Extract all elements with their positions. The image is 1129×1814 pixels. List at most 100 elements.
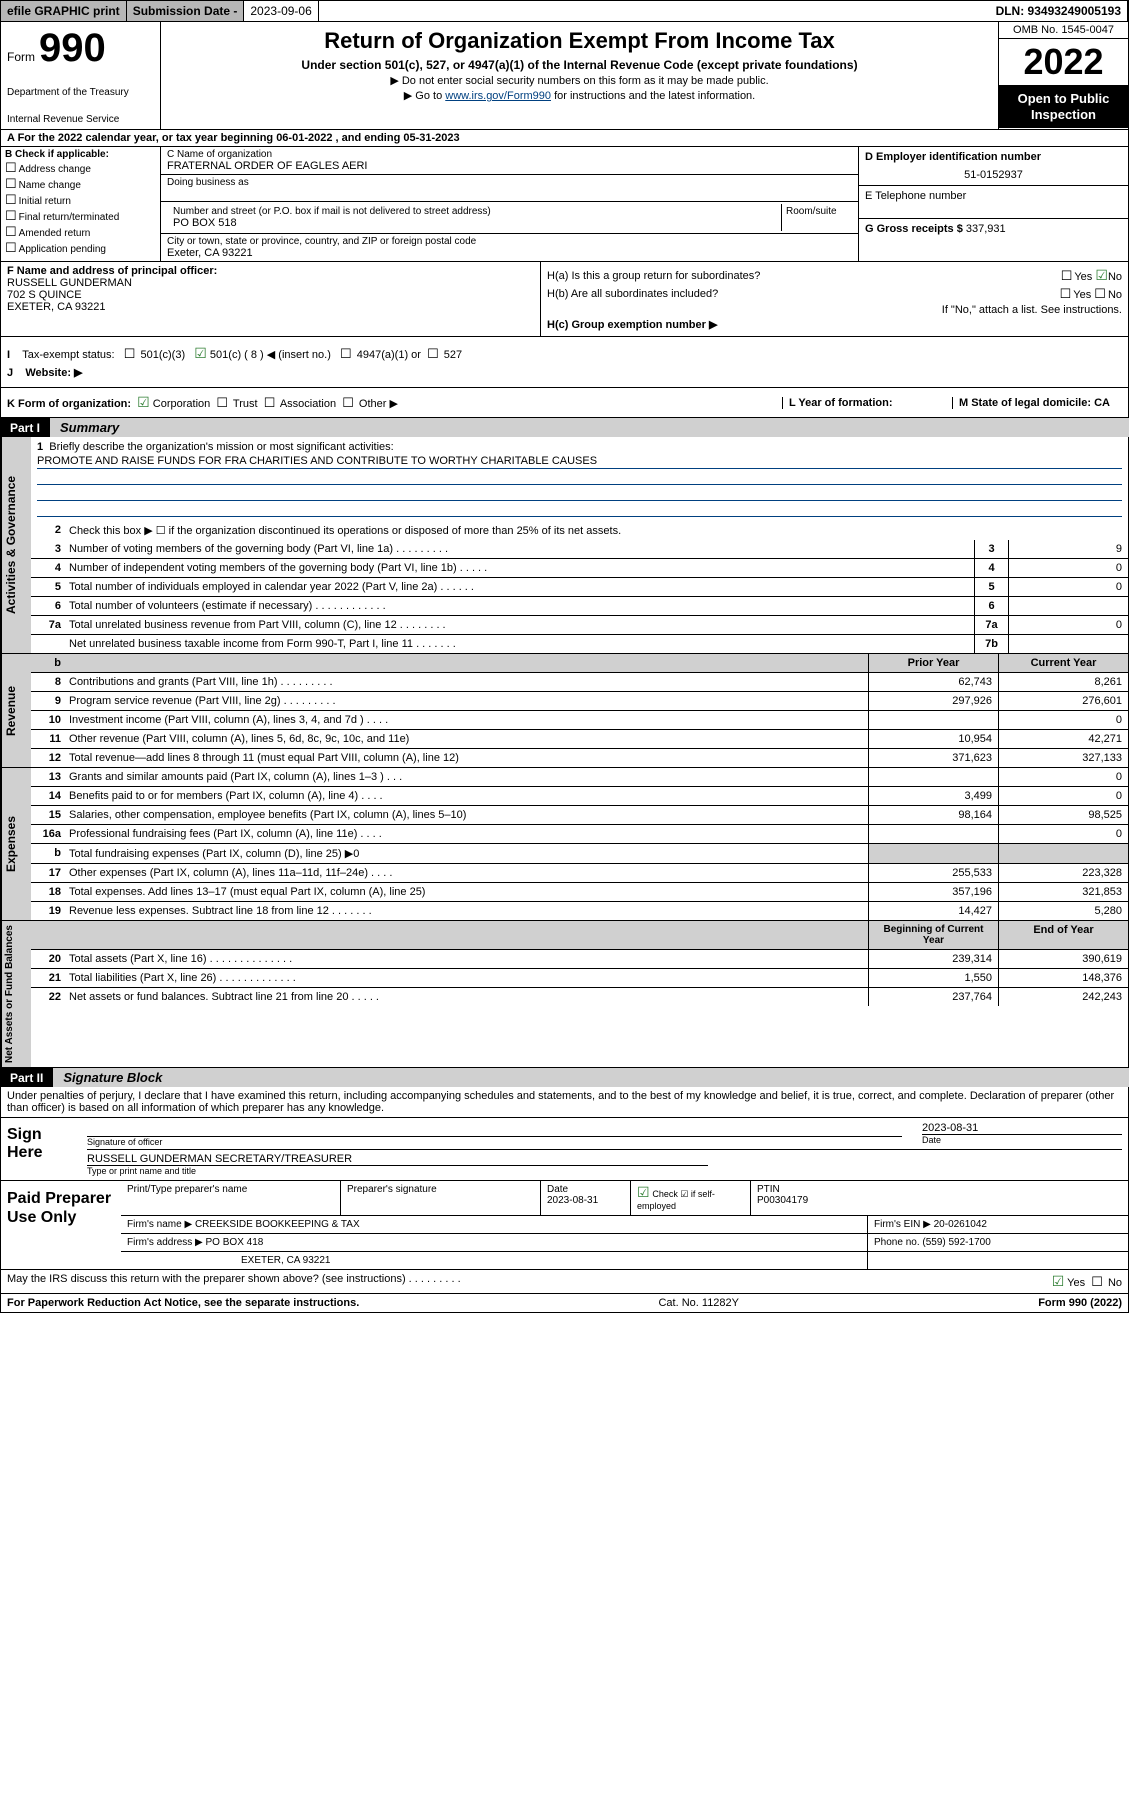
- dln: DLN: 93493249005193: [990, 1, 1128, 21]
- form-word: Form: [7, 50, 35, 64]
- row-num: 14: [31, 787, 65, 805]
- firm-addr: Firm's address ▶ PO BOX 418: [121, 1234, 868, 1251]
- row-num: 19: [31, 902, 65, 920]
- gov-num: 3: [31, 540, 65, 558]
- h-c: H(c) Group exemption number ▶: [547, 318, 1122, 331]
- chk-amended[interactable]: ☐Amended return: [5, 224, 156, 240]
- col-c: C Name of organization FRATERNAL ORDER O…: [161, 147, 858, 261]
- 527[interactable]: 527: [444, 349, 462, 361]
- row-curr: 0: [998, 825, 1128, 843]
- ha-yes[interactable]: Yes: [1074, 271, 1092, 283]
- ssn-warning: ▶ Do not enter social security numbers o…: [167, 74, 992, 87]
- gov-row-5: 5 Total number of individuals employed i…: [31, 578, 1128, 597]
- officer-label: F Name and address of principal officer:: [7, 265, 534, 277]
- rev-strip: Revenue b Prior Year Current Year 8 Cont…: [1, 653, 1128, 767]
- sig-officer-label: Signature of officer: [87, 1136, 902, 1147]
- officer-addr1: 702 S QUINCE: [7, 289, 534, 301]
- prep-date-lbl: Date: [547, 1184, 568, 1195]
- row-exp-rows-6: 18 Total expenses. Add lines 13–17 (must…: [31, 883, 1128, 902]
- row-curr: 223,328: [998, 864, 1128, 882]
- row-prior: 237,764: [868, 988, 998, 1006]
- k-assoc[interactable]: Association: [280, 398, 336, 410]
- addr-value: PO BOX 518: [173, 217, 775, 229]
- h-b: H(b) Are all subordinates included? ☐Yes…: [547, 286, 1122, 302]
- gov-val: [1008, 597, 1128, 615]
- chk-name[interactable]: ☐Name change: [5, 176, 156, 192]
- 4947[interactable]: 4947(a)(1) or: [357, 349, 421, 361]
- firm-lbl: Firm's name ▶: [127, 1219, 195, 1230]
- firm-phone-blank: [868, 1252, 1128, 1269]
- h-a: H(a) Is this a group return for subordin…: [547, 267, 1122, 284]
- row-num: 8: [31, 673, 65, 691]
- org-name-label: C Name of organization: [167, 149, 852, 160]
- gov-text: Net unrelated business taxable income fr…: [65, 635, 974, 653]
- chk-final[interactable]: ☐Final return/terminated: [5, 208, 156, 224]
- efile-print-button[interactable]: efile GRAPHIC print: [1, 1, 127, 21]
- org-name: FRATERNAL ORDER OF EAGLES AERI: [167, 160, 852, 172]
- dba-label: Doing business as: [167, 177, 852, 188]
- footer-formnum: 990: [1069, 1297, 1087, 1309]
- gov-row-7a: 7a Total unrelated business revenue from…: [31, 616, 1128, 635]
- row-curr: [998, 844, 1128, 863]
- hb-no[interactable]: No: [1108, 289, 1122, 301]
- submission-label: Submission Date -: [127, 1, 245, 21]
- chk-address[interactable]: ☐Address change: [5, 160, 156, 176]
- 501c[interactable]: 501(c) ( 8 ) ◀ (insert no.): [210, 349, 331, 361]
- ha-no[interactable]: No: [1108, 271, 1122, 283]
- hb-yes[interactable]: Yes: [1073, 289, 1091, 301]
- rev-hdr-curr: Current Year: [998, 654, 1128, 672]
- gross-label: G Gross receipts $: [865, 223, 966, 235]
- org-name-box: C Name of organization FRATERNAL ORDER O…: [161, 147, 858, 175]
- row-prior: 371,623: [868, 749, 998, 767]
- goto-post: for instructions and the latest informat…: [551, 90, 755, 102]
- part1-body: Activities & Governance 1 Briefly descri…: [0, 437, 1129, 1068]
- website-line: J Website: ▶: [7, 366, 1122, 379]
- row-num: 11: [31, 730, 65, 748]
- gov-box: 7b: [974, 635, 1008, 653]
- row-exp-rows-4: b Total fundraising expenses (Part IX, c…: [31, 844, 1128, 864]
- rev-hdr: b Prior Year Current Year: [31, 654, 1128, 673]
- k-trust[interactable]: Trust: [233, 398, 258, 410]
- irs-link[interactable]: www.irs.gov/Form990: [445, 90, 551, 102]
- form-footer: Form 990 (2022): [1038, 1297, 1122, 1309]
- k-other[interactable]: Other ▶: [359, 398, 398, 410]
- ij-content: I Tax-exempt status: ☐ 501(c)(3) ☑ 501(c…: [1, 337, 1128, 387]
- row-text: Total revenue—add lines 8 through 11 (mu…: [65, 749, 868, 767]
- exp-vlabel: Expenses: [1, 768, 31, 920]
- row-text: Professional fundraising fees (Part IX, …: [65, 825, 868, 843]
- row-num: 18: [31, 883, 65, 901]
- firm-addr-lbl: Firm's address ▶: [127, 1237, 206, 1248]
- row-prior: [868, 825, 998, 843]
- part2-title: Signature Block: [53, 1068, 1129, 1087]
- 501c3[interactable]: 501(c)(3): [141, 349, 186, 361]
- footer-year: 2022: [1094, 1297, 1118, 1309]
- h-section: H(a) Is this a group return for subordin…: [541, 262, 1128, 336]
- gov-val: [1008, 635, 1128, 653]
- prep-row4: EXETER, CA 93221: [121, 1252, 1128, 1269]
- prep-row2: Firm's name ▶ CREEKSIDE BOOKKEEPING & TA…: [121, 1216, 1128, 1234]
- h-b-note: If "No," attach a list. See instructions…: [547, 304, 1122, 316]
- chk-initial[interactable]: ☐Initial return: [5, 192, 156, 208]
- chk-amended-label: Amended return: [19, 228, 91, 239]
- col-b-checkboxes: B Check if applicable: ☐Address change ☐…: [1, 147, 161, 261]
- firm-ein-lbl: Firm's EIN ▶: [874, 1219, 934, 1230]
- row-curr: 98,525: [998, 806, 1128, 824]
- mission-blank1: [37, 471, 1122, 485]
- gov-num: 6: [31, 597, 65, 615]
- irs-label: Internal Revenue Service: [7, 114, 154, 125]
- open-inspection: Open to Public Inspection: [999, 85, 1128, 128]
- chk-pending[interactable]: ☐Application pending: [5, 240, 156, 256]
- prep-sig-hdr: Preparer's signature: [341, 1181, 541, 1215]
- prep-self-emp[interactable]: ☑ Check ☑ if self-employed: [631, 1181, 751, 1215]
- firm-addr2: EXETER, CA 93221: [121, 1252, 868, 1269]
- discuss-yes[interactable]: Yes: [1067, 1277, 1085, 1289]
- row-exp-rows-2: 15 Salaries, other compensation, employe…: [31, 806, 1128, 825]
- gov-box: 6: [974, 597, 1008, 615]
- row-prior: [868, 768, 998, 786]
- row-text: Total fundraising expenses (Part IX, col…: [65, 844, 868, 863]
- discuss-no[interactable]: No: [1108, 1277, 1122, 1289]
- k-corp[interactable]: Corporation: [153, 398, 210, 410]
- row-num: 12: [31, 749, 65, 767]
- gov-row-3: 3 Number of voting members of the govern…: [31, 540, 1128, 559]
- row-rev-rows-2: 10 Investment income (Part VIII, column …: [31, 711, 1128, 730]
